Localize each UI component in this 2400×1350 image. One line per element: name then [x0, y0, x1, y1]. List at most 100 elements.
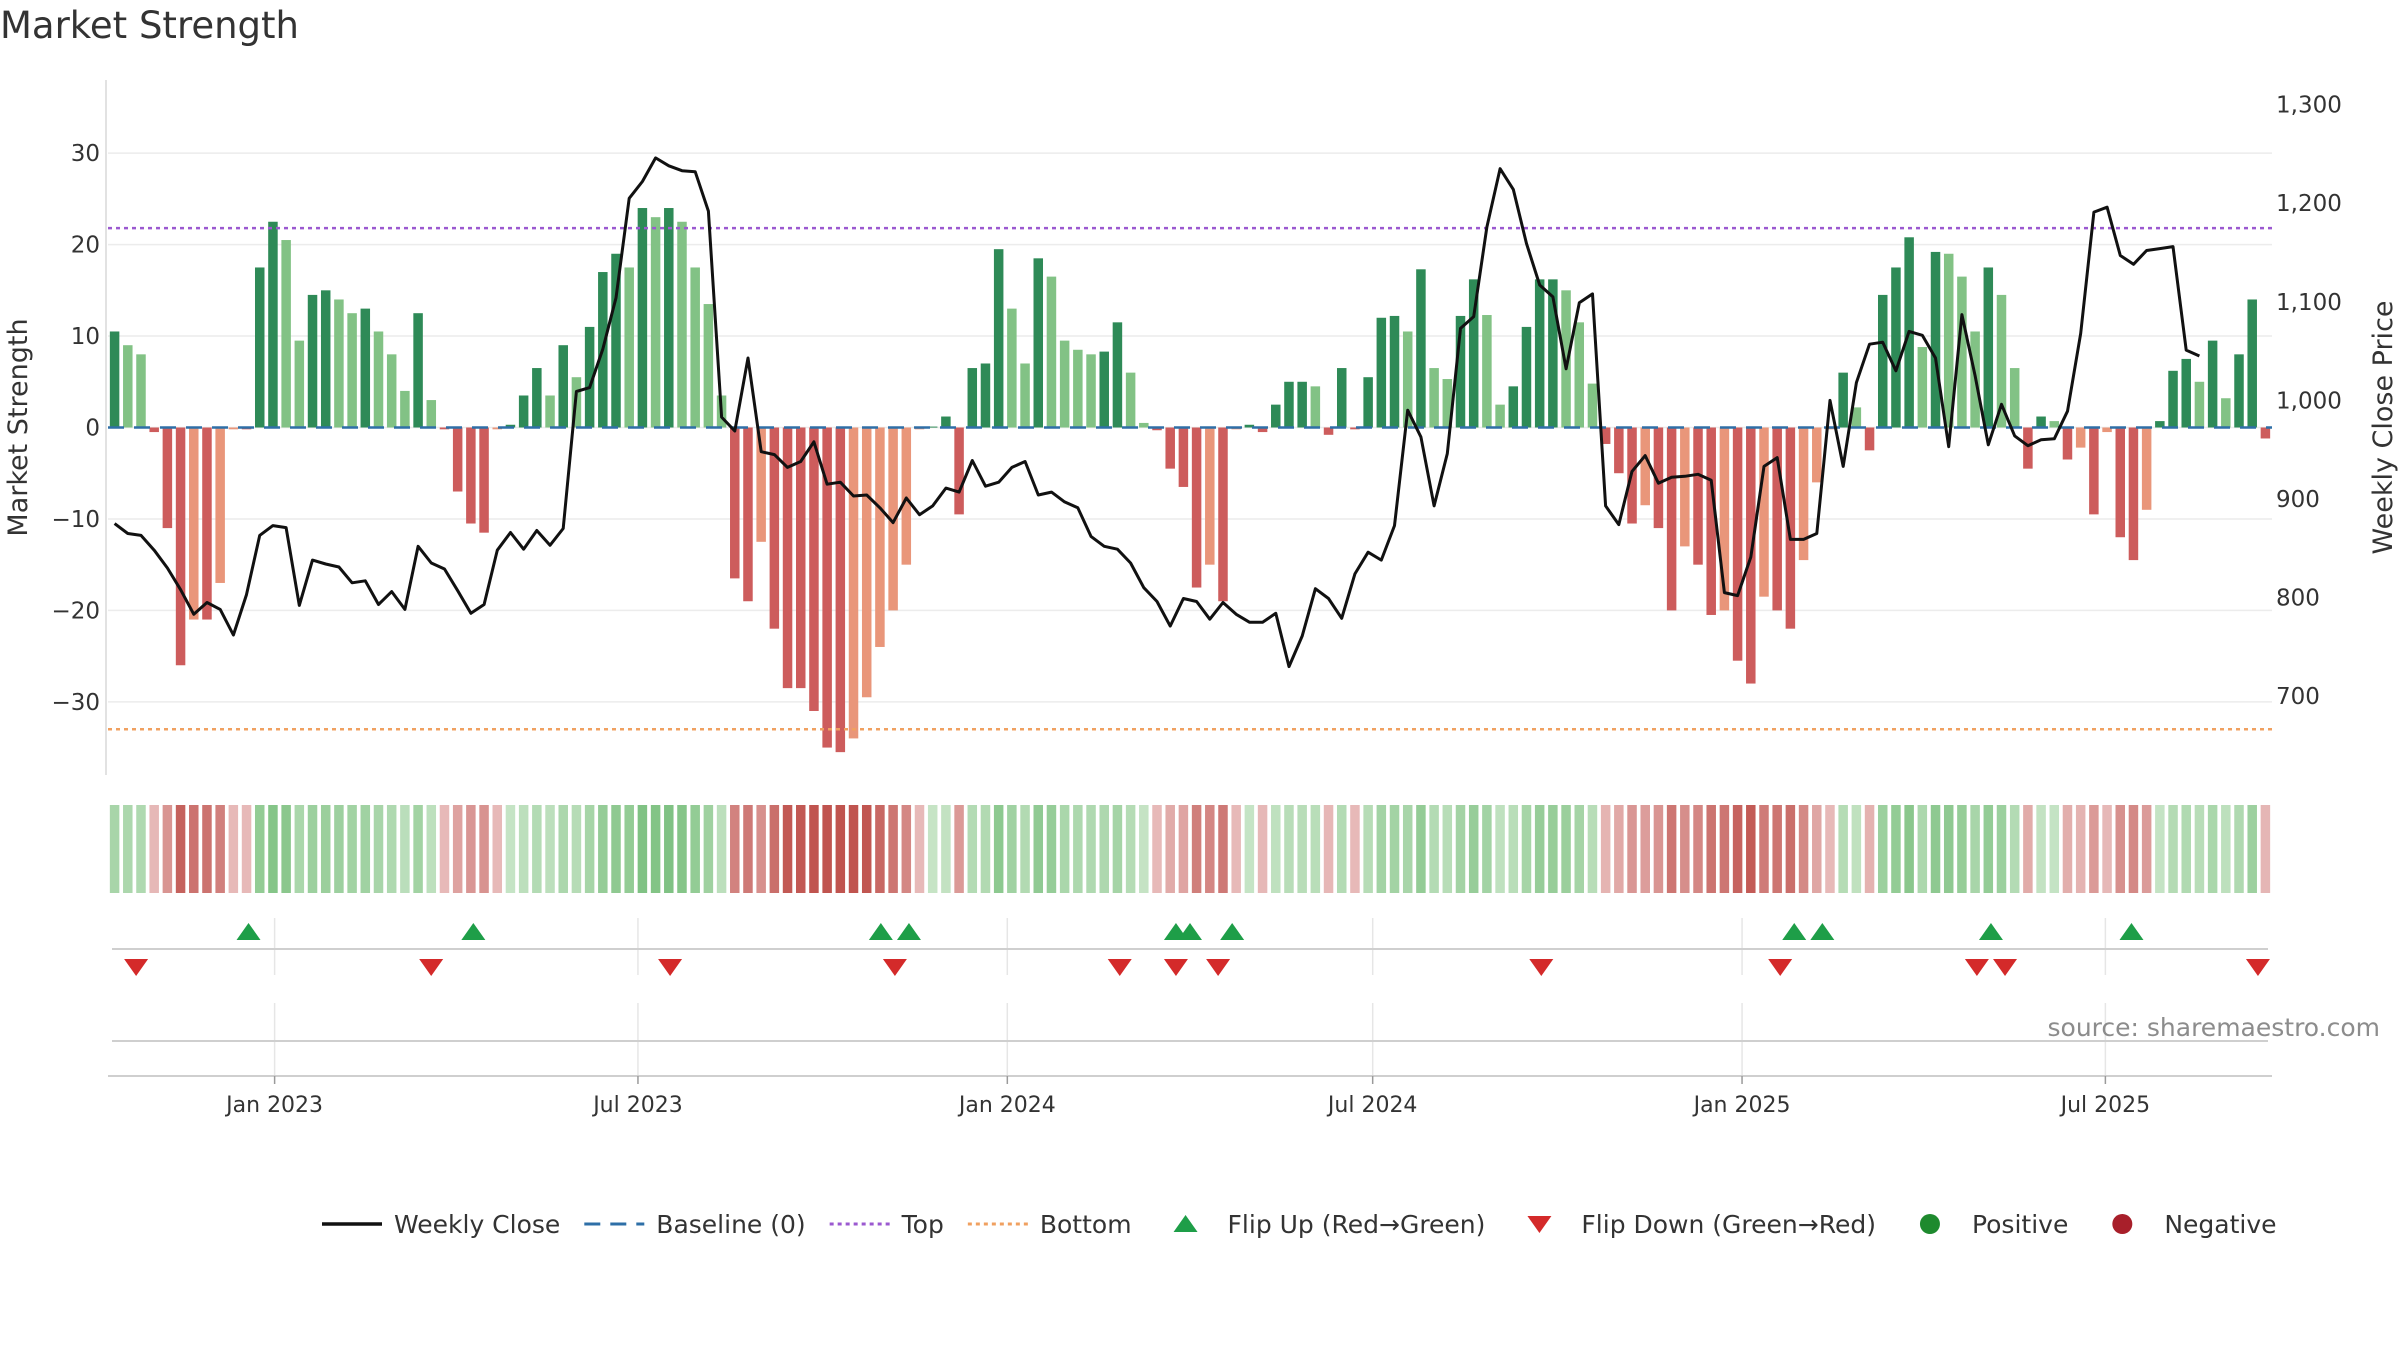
- strength-bar: [2115, 427, 2126, 538]
- flip-down-marker: [419, 959, 444, 976]
- strength-bar: [1112, 322, 1123, 428]
- heatmap-cell: [1706, 805, 1716, 893]
- heatmap-cell: [1772, 805, 1782, 893]
- strength-bar: [1640, 427, 1650, 506]
- strength-bar: [1719, 427, 1730, 611]
- heatmap-cell: [347, 805, 357, 893]
- heatmap-cell: [518, 805, 529, 893]
- strength-bar: [637, 208, 648, 428]
- strength-bar: [2247, 299, 2257, 428]
- strength-bar: [1205, 427, 1215, 565]
- heatmap-cell: [149, 805, 159, 893]
- heatmap-cell: [1284, 805, 1294, 893]
- strength-bar: [2049, 421, 2060, 428]
- strength-bar: [439, 427, 450, 430]
- heatmap-cell: [637, 805, 648, 893]
- strength-bar: [1495, 404, 1505, 428]
- strength-bar: [782, 427, 793, 689]
- strength-bar: [281, 240, 291, 428]
- strength-bar: [373, 331, 384, 428]
- strength-bar: [1732, 427, 1743, 661]
- strength-bar: [1442, 379, 1453, 428]
- heatmap-cell: [281, 805, 291, 893]
- strength-bar: [215, 427, 225, 583]
- heatmap-cell: [1838, 805, 1848, 893]
- strength-bar: [1139, 422, 1149, 428]
- heatmap-cell: [690, 805, 700, 893]
- legend-label: Baseline (0): [656, 1210, 805, 1239]
- heatmap-cell: [452, 805, 463, 893]
- heatmap-cell: [1073, 805, 1083, 893]
- strength-bar: [703, 304, 714, 428]
- strength-bar: [1244, 424, 1255, 428]
- strength-bar: [1614, 427, 1624, 474]
- heatmap-cell: [927, 805, 938, 893]
- legend-item: Bottom: [967, 1210, 1132, 1239]
- heatmap-cell: [1587, 805, 1598, 893]
- y2-tick-label: 1,300: [2276, 93, 2342, 119]
- strength-bar: [1785, 427, 1796, 629]
- heatmap-cell: [1904, 805, 1914, 893]
- source-credit: source: sharemaestro.com: [2047, 1013, 2381, 1042]
- heatmap-cell: [2115, 805, 2126, 893]
- heatmap-cell: [2036, 805, 2046, 893]
- strength-bar: [1152, 427, 1162, 431]
- y2-tick-label: 1,100: [2276, 290, 2342, 316]
- flip-down-marker: [1163, 959, 1188, 976]
- strength-bar: [532, 368, 542, 428]
- strength-bar: [1178, 427, 1189, 487]
- strength-bar: [1877, 294, 1888, 428]
- heatmap-cell: [1033, 805, 1044, 893]
- heatmap-cell: [2207, 805, 2218, 893]
- heatmap-cell: [1640, 805, 1650, 893]
- strength-bar: [426, 400, 437, 428]
- y-tick-label: −10: [51, 507, 100, 533]
- heatmap-cell: [1442, 805, 1453, 893]
- strength-bar: [1666, 427, 1677, 611]
- heatmap-cell: [1785, 805, 1796, 893]
- strength-bar: [1943, 253, 1954, 428]
- strength-bar: [2036, 416, 2046, 428]
- heatmap-cell: [1059, 805, 1070, 893]
- legend-label: Weekly Close: [394, 1210, 560, 1239]
- strength-bar: [1983, 267, 1994, 428]
- strength-bar: [189, 427, 199, 620]
- strength-bar: [268, 221, 278, 428]
- heatmap-cell: [2075, 805, 2086, 893]
- heatmap-cell: [1416, 805, 1426, 893]
- heatmap-cell: [466, 805, 476, 893]
- heatmap-cell: [967, 805, 978, 893]
- strength-bar: [400, 390, 410, 428]
- heatmap-cell: [1323, 805, 1334, 893]
- heatmap-cell: [822, 805, 832, 893]
- heatmap-cell: [1614, 805, 1624, 893]
- legend-item: Top: [829, 1210, 944, 1239]
- heatmap-cell: [1891, 805, 1901, 893]
- x-tick-label: Jan 2024: [957, 1093, 1056, 1118]
- heatmap-cell: [426, 805, 437, 893]
- strength-bar: [294, 340, 305, 428]
- heatmap-cell: [835, 805, 846, 893]
- x-tick-label: Jan 2025: [1692, 1093, 1791, 1118]
- heatmap-cell: [888, 805, 898, 893]
- heatmap-cell: [664, 805, 674, 893]
- heatmap-cell: [1561, 805, 1571, 893]
- strength-bar: [1917, 347, 1928, 428]
- heatmap-cell: [1112, 805, 1123, 893]
- strength-bar: [1165, 427, 1175, 469]
- heatmap-cell: [1020, 805, 1030, 893]
- strength-bar: [1416, 269, 1426, 428]
- heatmap-cell: [1732, 805, 1743, 893]
- legend-label: Bottom: [1040, 1210, 1132, 1239]
- legend-circle-icon: [2112, 1214, 2133, 1234]
- strength-bar: [175, 427, 186, 666]
- strength-bar: [1059, 340, 1070, 428]
- heatmap-cell: [1574, 805, 1585, 893]
- heatmap-cell: [650, 805, 661, 893]
- heatmap-cell: [2141, 805, 2152, 893]
- strength-bar: [1798, 427, 1809, 561]
- strength-bar: [1759, 427, 1769, 597]
- heatmap-cell: [598, 805, 608, 893]
- y2-tick-label: 1,000: [2276, 388, 2342, 414]
- strength-bar: [2181, 358, 2191, 428]
